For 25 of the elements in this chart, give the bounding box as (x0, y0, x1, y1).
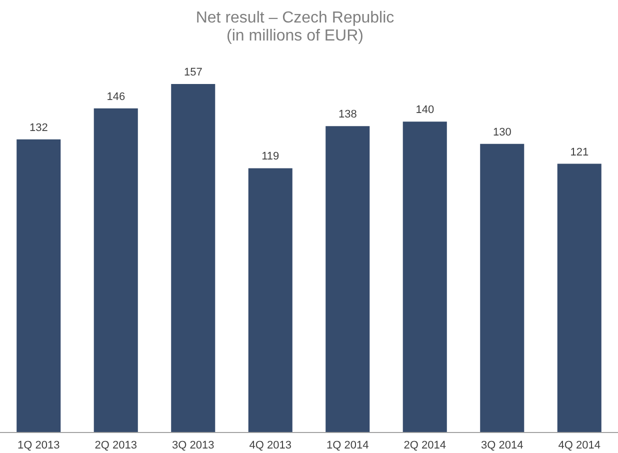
x-tick-label: 2Q 2013 (94, 440, 137, 452)
data-label: 130 (492, 126, 512, 138)
bar (171, 84, 216, 432)
data-label: 146 (106, 90, 126, 103)
x-tick-label: 3Q 2013 (172, 440, 214, 452)
bar (16, 139, 61, 432)
data-label: 138 (338, 108, 357, 121)
bar (557, 164, 602, 432)
bar (402, 122, 447, 432)
bar (480, 144, 524, 432)
data-label: 140 (416, 104, 434, 116)
x-tick-label: 4Q 2013 (249, 440, 292, 452)
data-label: 132 (29, 122, 48, 134)
x-tick-label: 3Q 2014 (481, 440, 524, 452)
x-tick-label: 1Q 2014 (326, 440, 369, 452)
data-label: 121 (570, 146, 589, 158)
x-tick-label: 1Q 2013 (18, 440, 60, 452)
bar (248, 168, 292, 432)
bar (326, 126, 370, 432)
x-tick-label: 2Q 2014 (404, 440, 446, 452)
data-label: 157 (184, 66, 202, 78)
bar (94, 108, 138, 432)
chart-title: Net result – Czech Republic (in millions of EUR) (196, 10, 394, 44)
x-tick-label: 4Q 2014 (558, 440, 600, 452)
data-label: 119 (262, 150, 280, 163)
